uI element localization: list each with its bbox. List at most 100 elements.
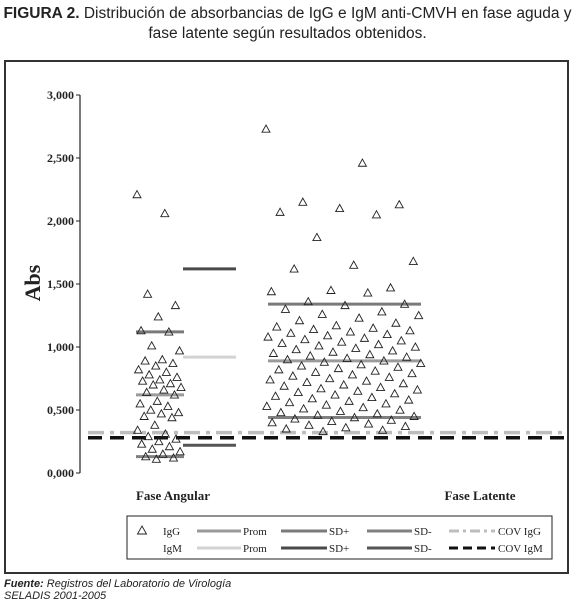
data-point-triangle (307, 393, 318, 403)
y-tick-label: 1,500 (47, 277, 74, 291)
data-point-triangle (268, 348, 279, 357)
y-tick-label: 3,000 (47, 88, 74, 102)
data-point-triangle (274, 364, 284, 374)
data-point-triangle (281, 423, 291, 433)
y-tick-label: 2,500 (47, 151, 74, 165)
source-line-2: SELADIS 2001-2005 (4, 590, 107, 602)
data-point-triangle (300, 334, 310, 344)
data-point-triangle (312, 232, 322, 242)
data-point-triangle (263, 331, 273, 341)
data-point-triangle (144, 369, 154, 379)
data-point-triangle (156, 408, 167, 418)
data-point-triangle (387, 345, 398, 355)
data-point-triangle (403, 394, 414, 404)
data-point-triangle (270, 391, 281, 400)
data-point-triangle (282, 354, 293, 364)
data-point-triangle (353, 386, 363, 395)
data-point-triangle (316, 383, 326, 393)
data-point-triangle (356, 359, 366, 369)
data-point-triangle (351, 343, 361, 352)
data-point-triangle (172, 372, 182, 381)
data-point-triangle (298, 403, 309, 413)
data-point-triangle (302, 377, 312, 386)
data-point-triangle (321, 400, 332, 409)
data-point-triangle (381, 398, 391, 408)
data-point-triangle (296, 360, 307, 370)
data-point-triangle (324, 373, 335, 383)
data-point-triangle (386, 415, 397, 424)
data-point-triangle (412, 384, 423, 394)
legend-box (126, 515, 553, 560)
legend-item-label: Prom (243, 543, 267, 555)
data-point-triangle (146, 340, 157, 350)
data-point-triangle (317, 309, 328, 318)
data-point-triangle (160, 429, 171, 438)
data-point-triangle (150, 420, 160, 429)
data-point-triangle (377, 425, 388, 434)
data-point-triangle (290, 413, 300, 423)
data-point-triangle (370, 366, 380, 375)
figure-label: FIGURA 2. (3, 5, 80, 22)
data-point-triangle (398, 378, 409, 388)
reference-lines (88, 267, 568, 459)
data-point-triangle (410, 342, 421, 351)
data-point-triangle (322, 330, 333, 340)
legend-item-label: COV IgG (498, 526, 541, 538)
data-point-triangle (408, 256, 419, 265)
data-points (132, 124, 426, 463)
y-tick-label: 0,000 (47, 466, 74, 480)
data-point-triangle (145, 405, 156, 414)
legend-series-label: IgG (163, 526, 180, 538)
data-point-triangle (161, 367, 172, 376)
data-point-triangle (165, 378, 176, 388)
data-point-triangle (286, 328, 296, 337)
data-point-triangle (175, 446, 185, 456)
data-point-triangle (357, 158, 368, 167)
data-point-triangle (298, 197, 308, 206)
data-point-triangle (163, 401, 173, 410)
data-point-triangle (150, 360, 161, 370)
data-point-triangle (168, 452, 179, 462)
data-point-triangle (140, 355, 150, 365)
data-point-triangle (389, 388, 400, 398)
data-point-triangle (160, 208, 170, 218)
data-point-triangle (174, 345, 185, 355)
data-point-triangle (142, 289, 153, 298)
legend-item-label: SD+ (329, 526, 349, 538)
y-tick-label: 1,000 (47, 340, 74, 354)
data-point-triangle (132, 189, 142, 199)
data-point-triangle (132, 425, 143, 434)
data-point-triangle (400, 421, 411, 431)
data-point-triangle (136, 325, 146, 335)
data-point-triangle (276, 407, 286, 417)
data-point-triangle (136, 439, 147, 448)
data-point-triangle (266, 286, 277, 296)
data-point-triangle (358, 402, 368, 412)
data-point-triangle (368, 323, 378, 332)
data-point-triangle (170, 300, 181, 310)
data-point-triangle (363, 287, 373, 297)
data-point-triangle (152, 396, 163, 405)
category-label: Fase Latente (444, 488, 515, 503)
data-point-triangle (157, 354, 168, 364)
legend-item-label: SD- (414, 526, 432, 538)
data-point-triangle (147, 444, 158, 453)
data-point-triangle (318, 426, 328, 436)
data-point-triangle (385, 282, 396, 292)
data-point-triangle (401, 352, 412, 361)
legend-item-label: Prom (243, 526, 267, 538)
data-point-triangle (133, 364, 144, 374)
data-point-triangle (155, 374, 165, 384)
data-point-triangle (348, 260, 359, 269)
data-point-triangle (372, 408, 383, 418)
data-point-triangle (158, 449, 168, 458)
data-point-triangle (344, 396, 354, 405)
legend-item-label: SD+ (329, 543, 349, 555)
data-point-triangle (384, 372, 395, 381)
data-point-triangle (280, 304, 291, 313)
data-point-triangle (304, 420, 314, 429)
data-point-triangle (363, 418, 374, 428)
data-point-triangle (168, 358, 178, 368)
source-note: Fuente: Registros del Laboratorio de Vir… (4, 578, 231, 602)
data-point-triangle (336, 337, 347, 346)
